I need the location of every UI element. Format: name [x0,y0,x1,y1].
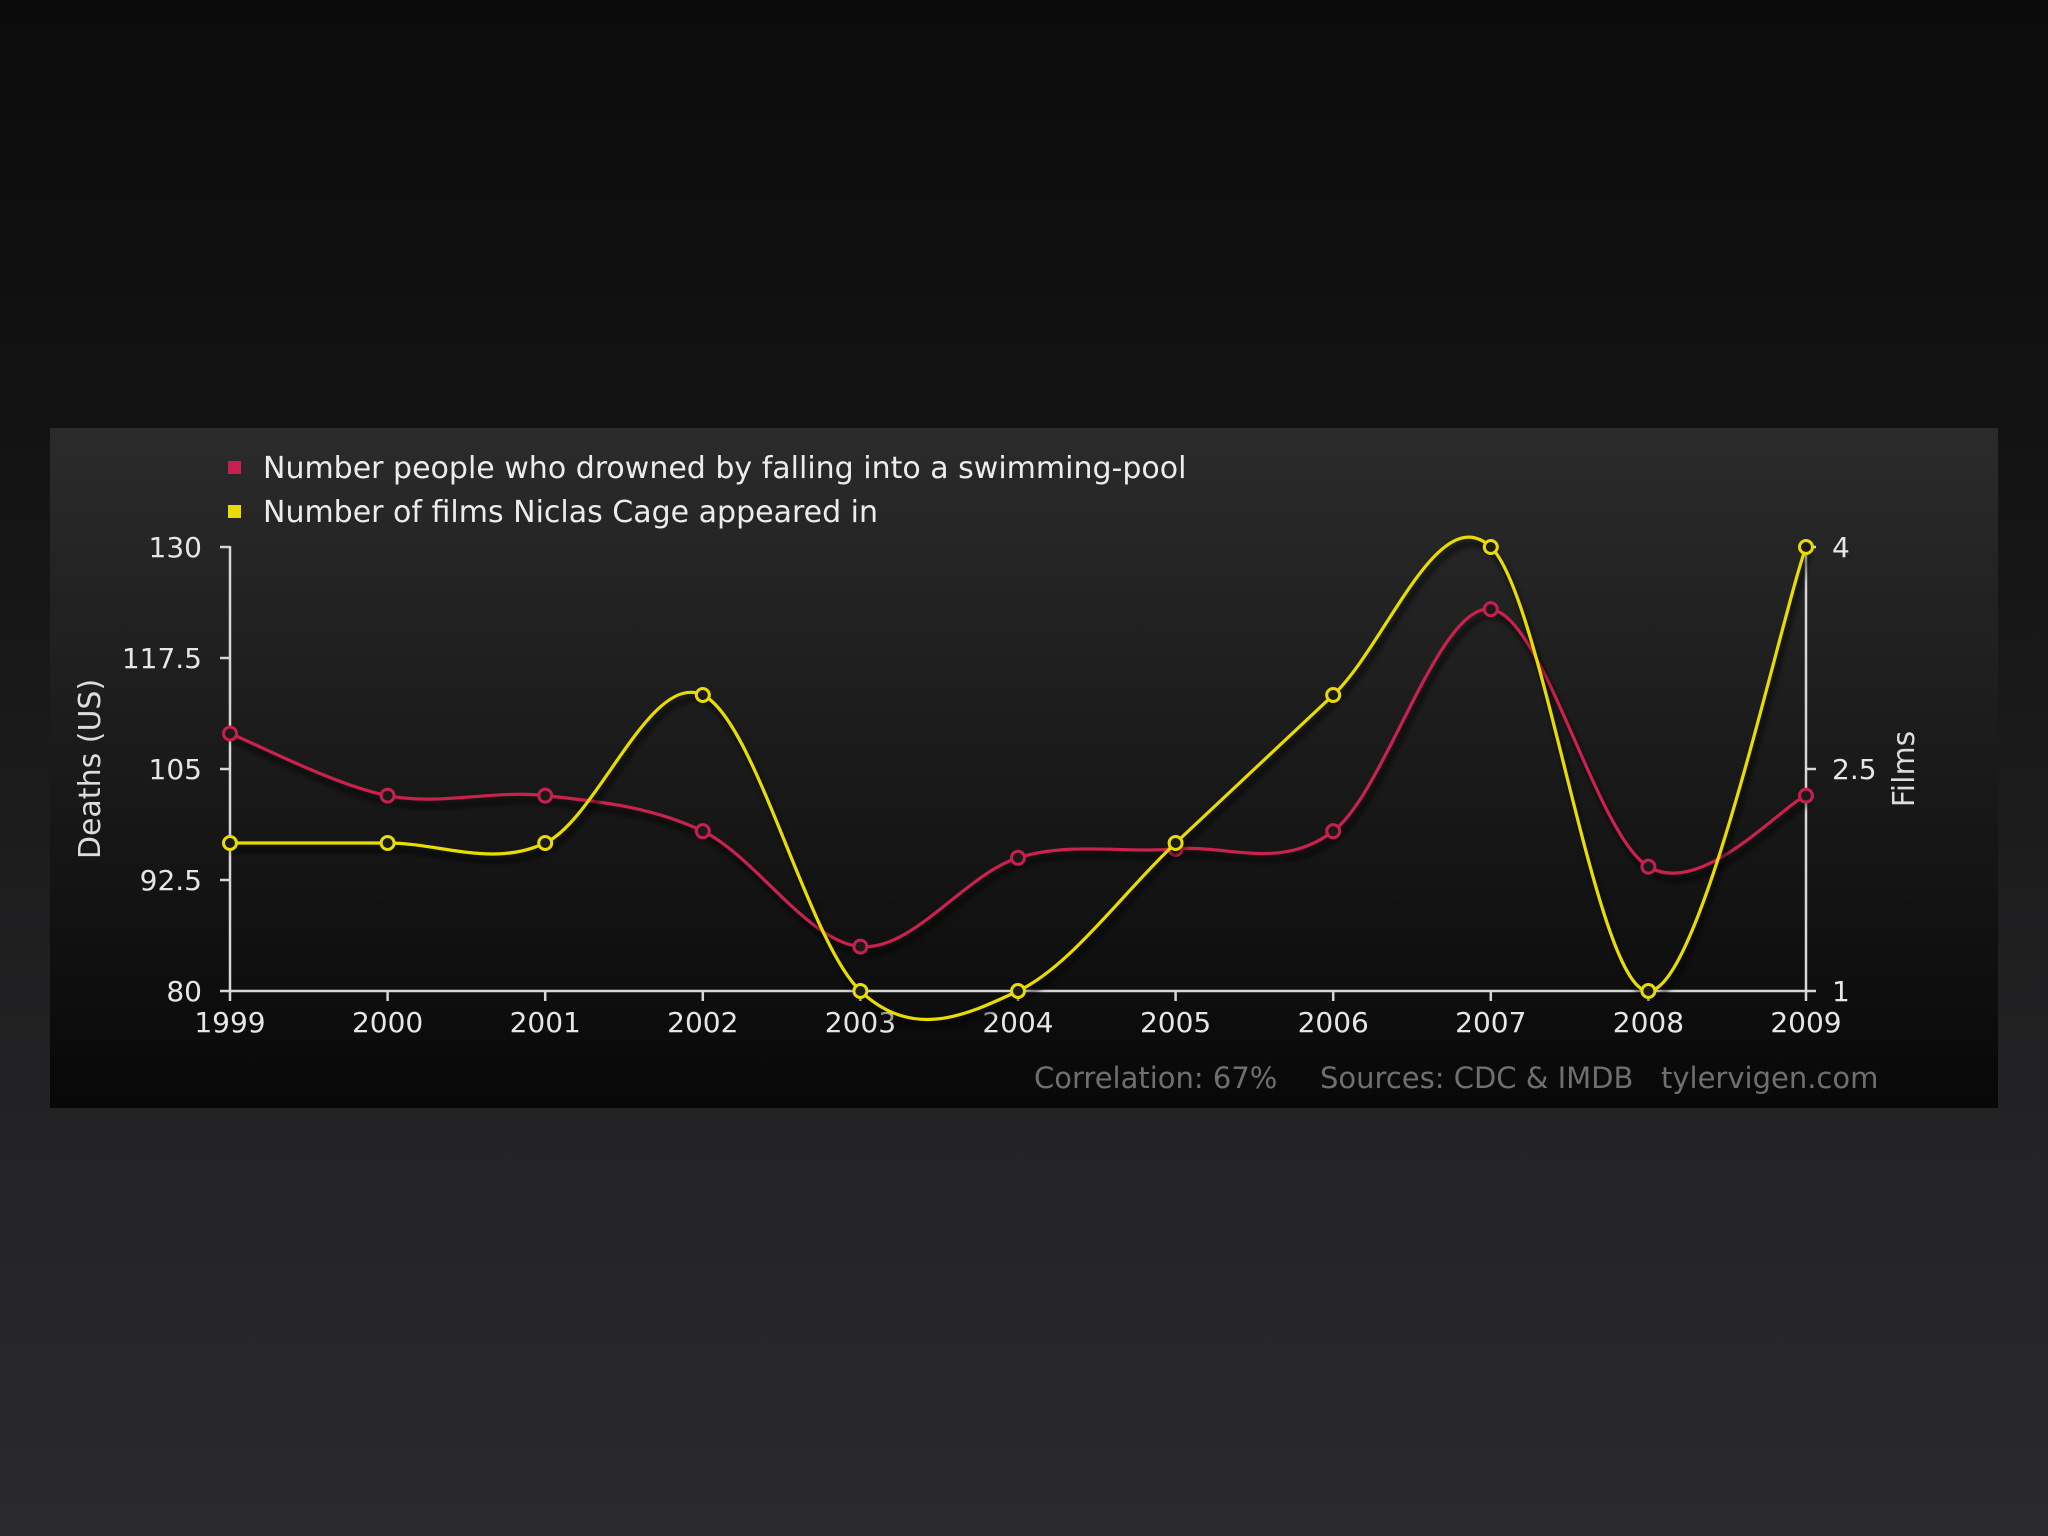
y-right-tick-label: 1 [1832,975,1850,1008]
data-point-drownings [1325,823,1342,840]
data-point-films [1167,835,1184,851]
data-point-films [1640,983,1657,999]
y-right-tick-label: 2.5 [1832,753,1877,786]
x-tick-label: 2007 [1455,1006,1526,1039]
x-tick-label: 2001 [510,1006,581,1039]
data-point-films [379,835,396,851]
x-tick-label: 2009 [1770,1006,1841,1039]
data-point-films [222,835,238,851]
data-point-drownings [852,938,869,955]
data-point-films [1325,687,1342,703]
x-tick-label: 2008 [1613,1006,1684,1039]
data-point-drownings [1640,858,1657,875]
legend-swatch-drownings [228,461,241,474]
data-point-drownings [222,725,238,742]
sources-text: Sources: CDC & IMDB [1320,1061,1633,1095]
legend: Number people who drowned by falling int… [228,451,1186,530]
y-right-tick-label: 4 [1832,531,1850,564]
x-tick-label: 2006 [1298,1006,1369,1039]
x-tick-label: 2000 [352,1006,423,1039]
legend-swatch-films [228,505,241,518]
x-ticks: 1999 2000 2001 2002 2003 2004 2005 2006 2007 2008… [194,991,1842,1039]
data-point-films [852,983,869,999]
legend-label-films: Number of films Niclas Cage appeared in [263,495,878,530]
x-tick-label: 1999 [194,1006,265,1039]
y-left-tick-label: 130 [149,531,202,564]
y-left-ticks: 130 117.5 105 92.5 80 [122,531,230,1008]
y-right-axis-title: Films [1887,731,1922,808]
data-point-films [1798,539,1814,555]
x-tick-label: 2003 [825,1006,896,1039]
data-point-drownings [1010,849,1026,866]
site-credit-text: tylervigen.com [1661,1061,1878,1095]
data-point-drownings [379,787,396,804]
data-point-films [1482,539,1499,555]
y-left-axis-title: Deaths (US) [73,679,108,859]
y-left-tick-label: 117.5 [122,642,202,675]
data-point-films [694,687,711,703]
series-layer [222,535,1814,1022]
data-point-drownings [537,787,554,804]
legend-label-drownings: Number people who drowned by falling int… [263,451,1186,486]
data-point-drownings [1482,601,1499,618]
correlation-text: Correlation: 67% [1034,1061,1277,1095]
y-right-ticks: 4 2.5 1 [1806,531,1877,1008]
data-point-drownings [1798,787,1814,804]
x-tick-label: 2002 [667,1006,738,1039]
x-tick-label: 2004 [982,1006,1053,1039]
data-point-drownings [694,823,711,840]
series-line-drownings [228,607,1808,949]
y-left-tick-label: 105 [149,753,202,786]
footer: Correlation: 67% Sources: CDC & IMDB tyl… [1034,1061,1878,1095]
y-left-tick-label: 80 [166,975,202,1008]
data-point-films [1010,983,1026,999]
data-point-films [537,835,554,851]
y-left-tick-label: 92.5 [140,864,202,897]
x-tick-label: 2005 [1140,1006,1211,1039]
